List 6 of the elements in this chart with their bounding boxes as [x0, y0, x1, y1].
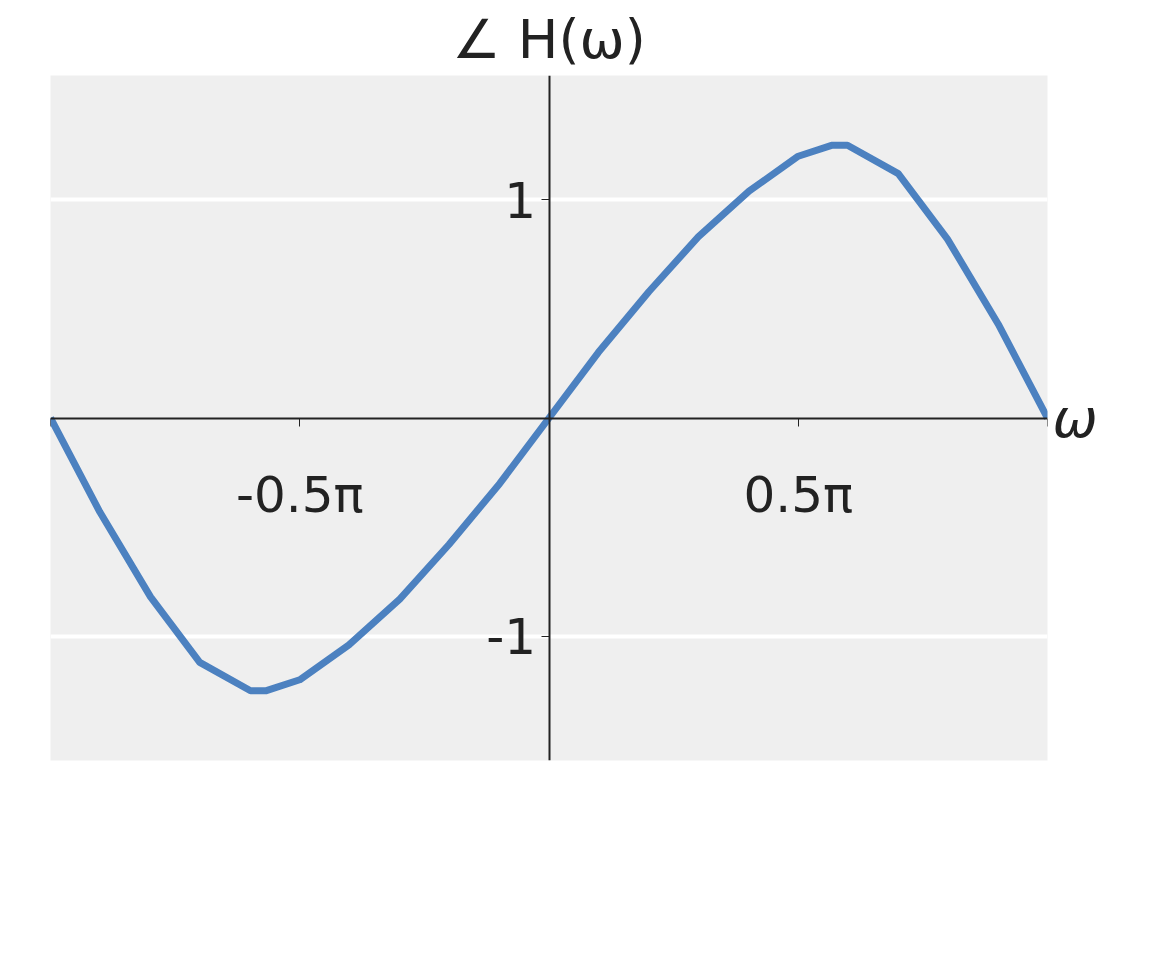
x-tick-label: -0.5π: [235, 466, 364, 524]
y-tick-label: 1: [504, 171, 536, 230]
x-axis-title: ω: [1052, 386, 1098, 450]
x-tick-label: 0.5π: [743, 466, 854, 524]
y-tick-label: -1: [486, 608, 537, 667]
chart-title: ∠ H(ω): [452, 7, 646, 71]
